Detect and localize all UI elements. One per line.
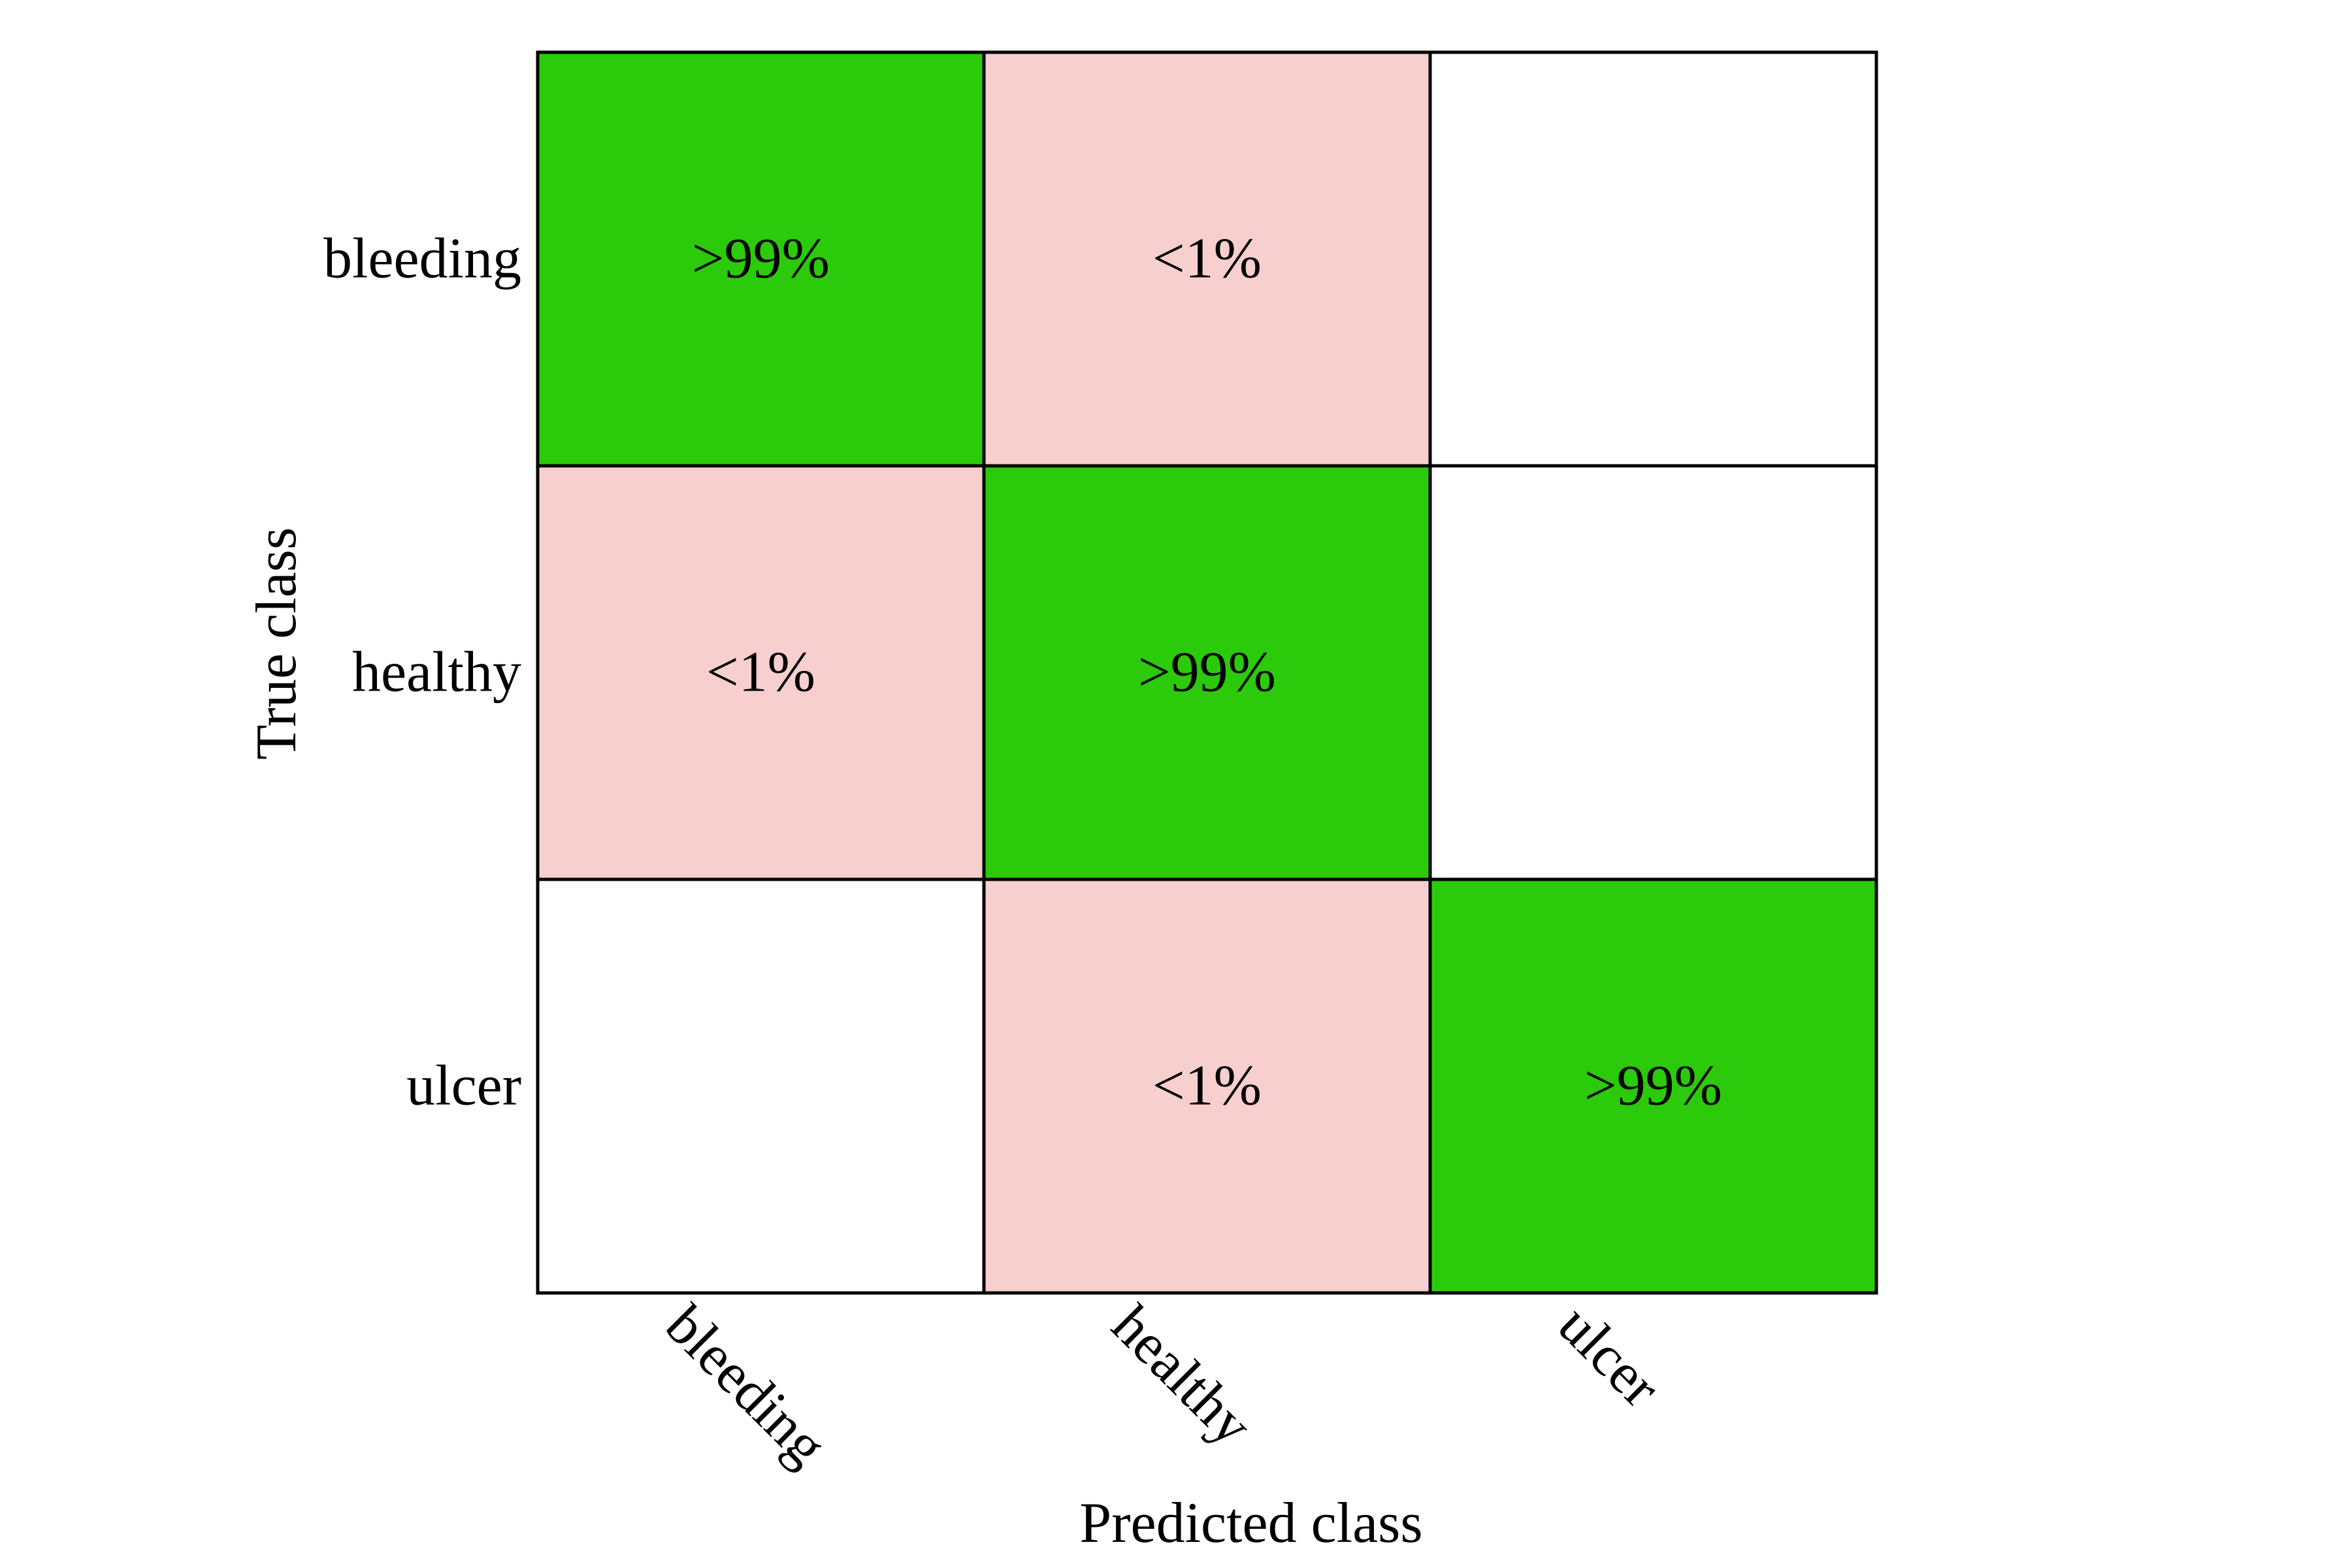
matrix-cell-bleeding-ulcer: [1428, 50, 1878, 468]
cell-value-ulcer-ulcer: >99%: [1584, 1054, 1722, 1118]
y-tick-healthy: healthy: [352, 641, 521, 704]
matrix-cell-ulcer-healthy: [982, 877, 1432, 1295]
matrix-cell-labels: >99% <1% <1% >99% <1% >99%: [692, 227, 1722, 1118]
cell-value-bleeding-bleeding: >99%: [692, 227, 830, 291]
matrix-cell-healthy-healthy: [982, 464, 1432, 881]
cell-value-healthy-bleeding: <1%: [706, 641, 815, 704]
cell-value-healthy-healthy: >99%: [1138, 641, 1276, 704]
y-tick-bleeding: bleeding: [323, 227, 521, 291]
x-tick-bleeding: bleeding: [653, 1294, 838, 1478]
y-axis-label: True class: [245, 527, 308, 760]
x-tick-labels: bleeding healthy ulcer: [653, 1294, 1672, 1478]
matrix-cell-bleeding-healthy: [982, 50, 1432, 468]
matrix-grid: [536, 50, 1878, 1295]
cell-value-bleeding-healthy: <1%: [1152, 227, 1262, 291]
x-tick-healthy: healthy: [1100, 1294, 1264, 1458]
y-tick-labels: bleeding healthy ulcer: [323, 227, 521, 1118]
cell-value-ulcer-healthy: <1%: [1152, 1054, 1262, 1118]
x-tick-ulcer: ulcer: [1546, 1294, 1672, 1420]
matrix-cell-ulcer-ulcer: [1428, 877, 1878, 1295]
matrix-cell-healthy-bleeding: [536, 464, 986, 881]
x-axis-label: Predicted class: [1079, 1492, 1422, 1555]
matrix-cell-ulcer-bleeding: [536, 877, 986, 1295]
matrix-cell-bleeding-bleeding: [536, 50, 986, 468]
matrix-cell-healthy-ulcer: [1428, 464, 1878, 881]
y-tick-ulcer: ulcer: [406, 1054, 521, 1118]
